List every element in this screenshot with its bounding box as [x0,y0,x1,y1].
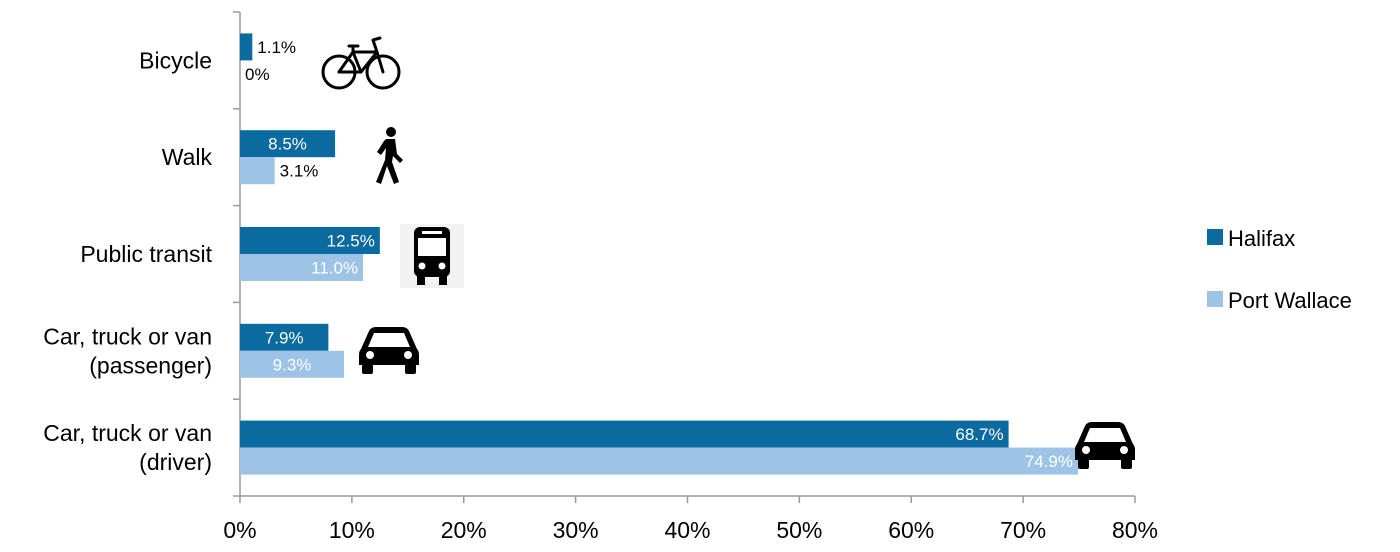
data-label-port-wallace: 9.3% [273,355,312,374]
bar-port-wallace [240,254,364,281]
category-icons [321,36,1135,469]
legend-swatch [1207,229,1223,245]
data-label-port-wallace: 74.9% [1025,452,1073,471]
bar-halifax [240,227,380,254]
bar-series: 1.1% 0% 8.5% 3.1% 12.5% 11.0% 7.9% 9.3% 68.7% 74.… [240,33,1078,475]
data-label-halifax: 8.5% [268,135,307,154]
x-tick-label: 10% [329,517,375,543]
x-tick-label: 70% [1000,517,1046,543]
category-label: Car, truck or van [43,323,212,349]
category-label: Public transit [80,241,212,267]
legend-swatch [1207,291,1223,307]
data-label-halifax: 68.7% [955,425,1003,444]
x-tick-label: 50% [776,517,822,543]
legend: Halifax Port Wallace [1207,226,1352,313]
x-tick-label: 0% [223,517,256,543]
bar-halifax [240,33,253,61]
x-tick-label: 80% [1112,517,1158,543]
category-label: Bicycle [139,47,212,73]
data-label-halifax: 12.5% [327,232,375,251]
car-icon [1075,422,1135,469]
data-label-halifax: 7.9% [265,328,304,347]
bicycle-icon [321,36,401,90]
car-icon [359,327,419,374]
pedestrian-icon [376,127,403,184]
bar-halifax [240,323,329,351]
legend-label: Halifax [1228,226,1295,251]
category-label: (driver) [139,449,212,475]
data-label-port-wallace: 0% [245,65,270,84]
x-tick-label: 20% [441,517,487,543]
category-axis-labels: Bicycle Walk Public transit Car, truck or v… [43,47,212,475]
x-tick-label: 40% [664,517,710,543]
data-label-halifax: 1.1% [257,38,296,57]
legend-label: Port Wallace [1228,288,1352,313]
bar-port-wallace [240,447,1078,475]
category-label: (passenger) [89,352,212,378]
data-label-port-wallace: 11.0% [311,259,358,278]
data-label-port-wallace: 3.1% [280,162,319,181]
bar-port-wallace [240,157,275,185]
category-label: Walk [162,144,213,170]
chart-axes: 0% 10% 20% 30% 40% 50% 60% 70% 80% [223,11,1158,543]
bar-halifax [240,130,336,158]
category-label: Car, truck or van [43,420,212,446]
bar-port-wallace [240,350,345,378]
bar-halifax [240,420,1009,448]
x-tick-label: 60% [888,517,934,543]
x-tick-label: 30% [553,517,599,543]
bus-icon [400,224,464,288]
